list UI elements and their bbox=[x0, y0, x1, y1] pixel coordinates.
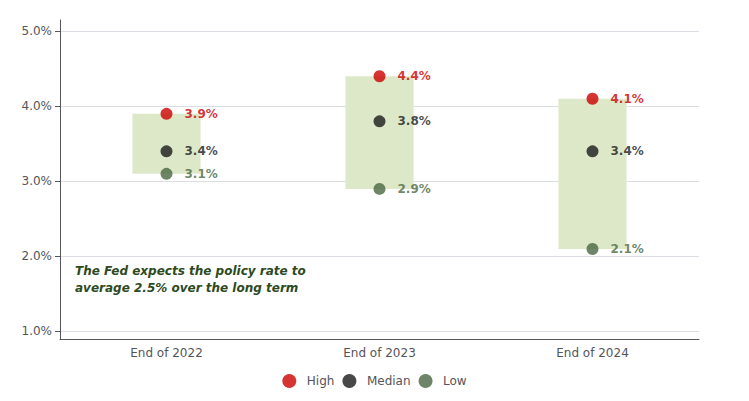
svg-text:Low: Low bbox=[443, 374, 467, 388]
svg-text:3.8%: 3.8% bbox=[398, 114, 431, 128]
svg-text:3.9%: 3.9% bbox=[185, 107, 218, 121]
svg-text:5.0%: 5.0% bbox=[22, 24, 53, 38]
svg-text:End of 2023: End of 2023 bbox=[343, 346, 416, 360]
svg-text:The Fed expects the policy rat: The Fed expects the policy rate to bbox=[75, 264, 306, 278]
svg-text:Median: Median bbox=[367, 374, 411, 388]
svg-text:End of 2022: End of 2022 bbox=[130, 346, 203, 360]
svg-text:2.9%: 2.9% bbox=[398, 182, 431, 196]
svg-text:End of 2024: End of 2024 bbox=[556, 346, 629, 360]
svg-text:average 2.5% over the long ter: average 2.5% over the long term bbox=[75, 281, 298, 295]
svg-text:2.1%: 2.1% bbox=[611, 242, 644, 256]
svg-text:3.1%: 3.1% bbox=[185, 167, 218, 181]
svg-text:3.4%: 3.4% bbox=[611, 144, 644, 158]
svg-text:2.0%: 2.0% bbox=[22, 249, 53, 263]
svg-text:4.0%: 4.0% bbox=[22, 99, 53, 113]
svg-text:4.4%: 4.4% bbox=[398, 69, 431, 83]
svg-text:3.4%: 3.4% bbox=[185, 144, 218, 158]
svg-text:3.0%: 3.0% bbox=[22, 174, 53, 188]
svg-text:1.0%: 1.0% bbox=[22, 324, 53, 338]
svg-text:4.1%: 4.1% bbox=[611, 92, 644, 106]
svg-text:High: High bbox=[307, 374, 335, 388]
